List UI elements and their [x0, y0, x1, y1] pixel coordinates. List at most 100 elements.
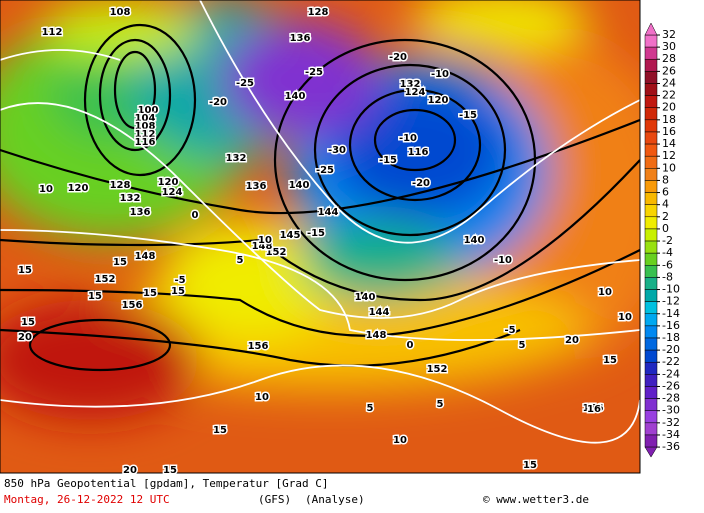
- map-label: 15: [113, 257, 127, 268]
- colorbar-box: [644, 240, 658, 254]
- colorbar-label: 32: [662, 28, 676, 41]
- map-label: 124: [405, 87, 426, 98]
- colorbar-box: [644, 192, 658, 205]
- colorbar-label: -20: [662, 343, 680, 356]
- colorbar-label: -32: [662, 416, 680, 429]
- colorbar-label: 8: [662, 173, 669, 186]
- colorbar-box: [644, 46, 658, 60]
- footer-date: Montag, 26-12-2022 12 UTC: [4, 493, 170, 506]
- map-label: 132: [226, 153, 247, 164]
- map-label: 15: [163, 465, 177, 476]
- colorbar-box: [644, 301, 658, 315]
- colorbar-box: [644, 398, 658, 411]
- map-label: 136: [130, 207, 151, 218]
- colorbar-box: [644, 349, 658, 363]
- map-field: [0, 0, 640, 473]
- map-label: 0: [407, 340, 414, 351]
- colorbar-label: -34: [662, 428, 680, 441]
- colorbar-arrow-top: [644, 22, 658, 36]
- map-label: -25: [236, 78, 254, 89]
- map-label: -5: [504, 325, 515, 336]
- colorbar-label: 12: [662, 149, 676, 162]
- map-label: -30: [328, 145, 346, 156]
- colorbar-label: 10: [662, 161, 676, 174]
- colorbar-box: [644, 361, 658, 375]
- map-label: 15: [213, 425, 227, 436]
- map-label: 10: [39, 184, 53, 195]
- colorbar-box: [644, 313, 658, 327]
- colorbar-label: -12: [662, 295, 680, 308]
- colorbar-box: [644, 374, 658, 387]
- map-label: 20: [565, 335, 579, 346]
- map-label: 10: [258, 235, 272, 246]
- map-label: 116: [135, 137, 156, 148]
- colorbar-box: [644, 228, 658, 242]
- colorbar-label: 20: [662, 101, 676, 114]
- map-label: 140: [464, 235, 485, 246]
- map-label: -20: [412, 178, 430, 189]
- map-label: 148: [366, 330, 387, 341]
- map-label: 108: [135, 121, 156, 132]
- colorbar-box: [644, 265, 658, 278]
- footer-title: 850 hPa Geopotential [gpdam], Temperatur…: [4, 477, 329, 490]
- footer-kind: (Analyse): [305, 493, 365, 506]
- colorbar-box: [644, 168, 658, 181]
- colorbar-arrow-bottom: [644, 446, 658, 458]
- map-label: 20: [18, 332, 32, 343]
- map-label: 15: [21, 317, 35, 328]
- colorbar-label: -10: [662, 283, 680, 296]
- map-label: 145: [280, 230, 301, 241]
- colorbar-box: [644, 143, 658, 157]
- map-label: 152: [95, 274, 116, 285]
- map-label: -10: [399, 133, 417, 144]
- map-label: -15: [379, 155, 397, 166]
- colorbar-label: -18: [662, 331, 680, 344]
- colorbar-label: -36: [662, 440, 680, 453]
- map-label: 15: [603, 355, 617, 366]
- map-label: 144: [318, 207, 339, 218]
- colorbar-label: -2: [662, 234, 673, 247]
- colorbar-box: [644, 325, 658, 339]
- colorbar: 32302826242220181614121086420-2-4-6-8-10…: [644, 22, 680, 458]
- colorbar-box: [644, 71, 658, 84]
- colorbar-label: 2: [662, 210, 669, 223]
- colorbar-label: 26: [662, 64, 676, 77]
- map-label: 10: [255, 392, 269, 403]
- map-label: 156: [122, 300, 143, 311]
- colorbar-label: 16: [662, 125, 676, 138]
- colorbar-box: [644, 216, 658, 230]
- map-label: 132: [120, 193, 141, 204]
- footer-model: (GFS): [258, 493, 291, 506]
- colorbar-label: -30: [662, 404, 680, 417]
- map-label: 10: [618, 312, 632, 323]
- colorbar-box: [644, 337, 658, 351]
- map-label: 116: [408, 147, 429, 158]
- colorbar-box: [644, 289, 658, 302]
- map-label: 140: [285, 91, 306, 102]
- colorbar-box: [644, 107, 658, 121]
- map-label: 140: [289, 180, 310, 191]
- map-label: 156: [248, 341, 269, 352]
- map-label: -5: [174, 275, 185, 286]
- map-label: 15: [523, 460, 537, 471]
- map-label: 112: [135, 129, 156, 140]
- map-label: 10: [598, 287, 612, 298]
- colorbar-label: 30: [662, 40, 676, 53]
- colorbar-box: [644, 422, 658, 436]
- map-frame: [0, 0, 641, 474]
- colorbar-box: [644, 58, 658, 72]
- map-label: 156: [583, 403, 604, 414]
- isotherms: [0, 0, 640, 444]
- colorbar-label: -4: [662, 246, 673, 259]
- map-label: 15: [18, 265, 32, 276]
- colorbar-box: [644, 410, 658, 424]
- map-label: 16: [587, 404, 601, 415]
- colorbar-box: [644, 180, 658, 193]
- colorbar-box: [644, 155, 658, 169]
- map-label: 120: [158, 177, 179, 188]
- colorbar-box: [644, 83, 658, 96]
- footer-credit: © www.wetter3.de: [483, 493, 589, 506]
- colorbar-box: [644, 131, 658, 145]
